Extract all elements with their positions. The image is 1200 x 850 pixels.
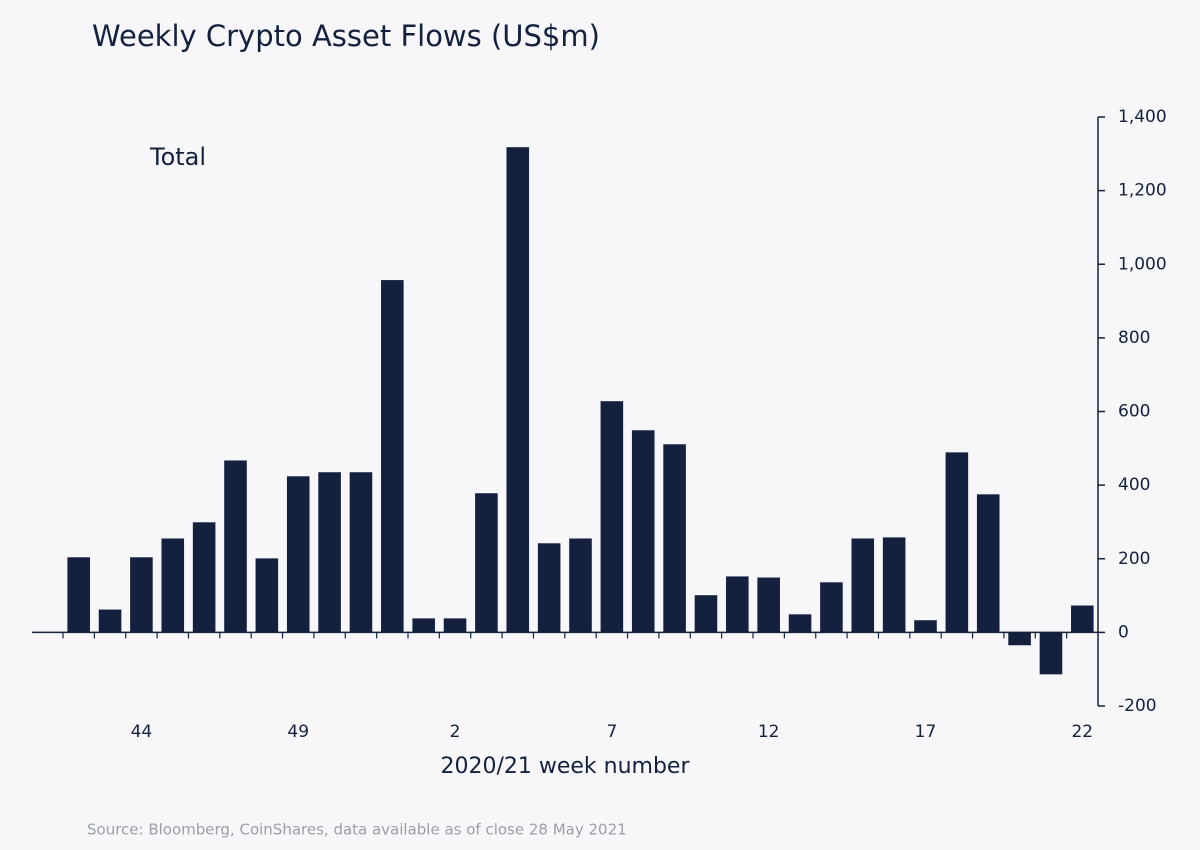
bar — [98, 609, 122, 633]
bar — [381, 280, 404, 633]
x-tick-label: 12 — [758, 722, 780, 742]
bar — [882, 537, 906, 633]
bar — [914, 620, 937, 633]
bar — [569, 538, 592, 633]
bar — [726, 576, 749, 633]
y-tick-label: 200 — [1118, 549, 1150, 569]
bar — [600, 401, 624, 633]
bar — [976, 494, 1000, 633]
x-tick-label: 44 — [131, 722, 153, 742]
x-tick-label: 7 — [606, 722, 617, 742]
x-axis-label: 2020/21 week number — [440, 754, 690, 779]
bar — [1008, 632, 1031, 646]
bar — [412, 618, 435, 633]
x-tick-label: 49 — [287, 722, 309, 742]
bar — [161, 538, 185, 633]
bar — [1039, 632, 1063, 675]
chart-title: Weekly Crypto Asset Flows (US$m) — [92, 19, 600, 53]
y-tick-label: 1,000 — [1118, 254, 1167, 274]
y-tick-label: 800 — [1118, 328, 1150, 348]
source-note: Source: Bloomberg, CoinShares, data avai… — [87, 821, 627, 839]
bar — [945, 452, 969, 633]
bar — [286, 476, 310, 633]
x-tick-label: 22 — [1071, 722, 1093, 742]
y-tick-label: 1,400 — [1118, 107, 1167, 127]
bar — [67, 557, 90, 633]
bar — [694, 595, 718, 633]
bar — [506, 147, 530, 633]
bar — [788, 614, 812, 633]
bar — [757, 577, 780, 633]
annotation: Total — [149, 143, 206, 171]
y-tick-label: 1,200 — [1118, 181, 1167, 201]
bar — [1071, 605, 1094, 633]
bar — [349, 472, 373, 633]
bar — [537, 543, 561, 633]
bar — [443, 618, 467, 633]
bar — [192, 522, 216, 633]
bar — [318, 472, 341, 633]
x-tick-label: 2 — [450, 722, 461, 742]
bar — [130, 557, 153, 633]
bar — [255, 558, 279, 633]
bar — [224, 460, 247, 633]
bar — [820, 582, 843, 633]
y-tick-label: 600 — [1118, 402, 1150, 422]
y-tick-label: 0 — [1118, 622, 1129, 642]
y-tick-label: 400 — [1118, 475, 1150, 495]
bar — [631, 430, 655, 633]
bar — [851, 538, 875, 633]
x-tick-label: 17 — [915, 722, 937, 742]
y-tick-label: -200 — [1118, 696, 1157, 716]
bar — [663, 444, 686, 633]
bar — [475, 493, 498, 633]
